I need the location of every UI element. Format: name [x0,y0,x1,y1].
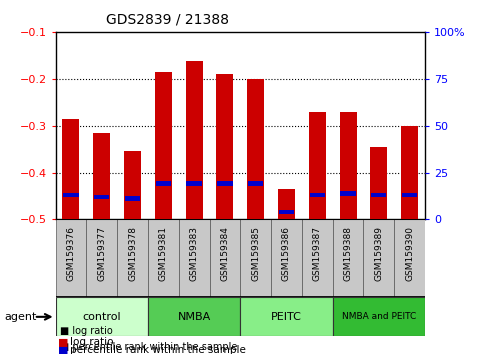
Text: ■: ■ [58,346,69,354]
Bar [247,79,264,219]
Bar [156,182,171,186]
Text: GSM159385: GSM159385 [251,226,260,281]
Bar [310,193,325,198]
Bar [370,147,387,219]
Bar [148,219,179,297]
Bar [217,182,232,186]
Bar [279,210,294,214]
Bar [333,219,364,297]
Bar [124,152,141,219]
Bar [93,133,110,219]
Text: GSM159376: GSM159376 [67,226,75,281]
Bar [371,193,386,198]
Text: GSM159389: GSM159389 [374,226,384,281]
Bar [240,297,333,336]
Bar [86,219,117,297]
Text: GSM159386: GSM159386 [282,226,291,281]
Text: NMBA: NMBA [177,312,211,322]
Bar [271,219,302,297]
Bar [185,61,202,219]
Text: GSM159387: GSM159387 [313,226,322,281]
Text: GSM159390: GSM159390 [405,226,414,281]
Text: GSM159383: GSM159383 [190,226,199,281]
Bar [309,112,326,219]
Text: GSM159377: GSM159377 [97,226,106,281]
Text: percentile rank within the sample: percentile rank within the sample [70,346,246,354]
Bar [341,191,355,195]
Bar [62,119,79,219]
Bar [186,182,202,186]
Bar [210,219,240,297]
Bar [401,126,418,219]
Bar [155,72,172,219]
Bar [248,182,263,186]
Text: ■ log ratio
■ percentile rank within the sample: ■ log ratio ■ percentile rank within the… [60,326,238,352]
Bar [216,74,233,219]
Bar [402,193,417,198]
Text: PEITC: PEITC [271,312,302,322]
Bar [394,219,425,297]
Text: control: control [83,312,121,322]
Bar [302,219,333,297]
Bar [117,219,148,297]
Bar [94,195,109,199]
Bar [56,219,86,297]
Text: GSM159388: GSM159388 [343,226,353,281]
Bar [340,112,356,219]
Bar [125,196,140,201]
Bar [56,297,148,336]
Text: ■: ■ [58,337,69,347]
Text: GSM159384: GSM159384 [220,226,229,281]
Bar [364,219,394,297]
Bar [148,297,241,336]
Text: GSM159378: GSM159378 [128,226,137,281]
Text: NMBA and PEITC: NMBA and PEITC [342,312,416,321]
Text: log ratio: log ratio [70,337,114,347]
Bar [63,193,79,198]
Bar [333,297,425,336]
Bar [240,219,271,297]
Bar [179,219,210,297]
Text: agent: agent [5,312,37,322]
Text: GSM159381: GSM159381 [159,226,168,281]
Bar [278,189,295,219]
Text: GDS2839 / 21388: GDS2839 / 21388 [106,12,229,27]
